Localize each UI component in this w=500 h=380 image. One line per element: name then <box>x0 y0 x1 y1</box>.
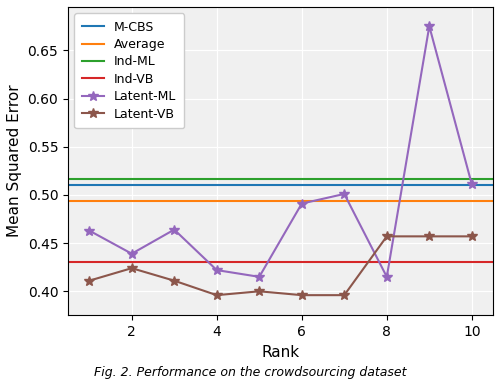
Y-axis label: Mean Squared Error: Mean Squared Error <box>7 85 22 238</box>
Ind-ML <box>86 176 92 181</box>
Latent-ML <box>299 201 305 206</box>
Latent-ML <box>86 228 92 233</box>
Legend: M-CBS, Average, Ind-ML, Ind-VB, Latent-ML, Latent-VB: M-CBS, Average, Ind-ML, Ind-VB, Latent-M… <box>74 13 184 128</box>
Latent-VB <box>426 234 432 239</box>
Latent-ML <box>469 182 475 187</box>
Latent-ML <box>128 252 134 256</box>
Latent-VB <box>469 234 475 239</box>
Latent-VB <box>342 293 347 298</box>
Ind-VB <box>44 260 50 264</box>
Latent-VB <box>256 289 262 294</box>
Latent-VB <box>384 234 390 239</box>
Latent-VB <box>214 293 220 298</box>
Ind-ML <box>44 176 50 181</box>
Latent-ML <box>256 275 262 279</box>
Text: Fig. 2. Performance on the crowdsourcing dataset: Fig. 2. Performance on the crowdsourcing… <box>94 366 406 379</box>
Latent-VB <box>128 266 134 271</box>
Latent-ML <box>214 268 220 272</box>
Latent-ML <box>342 192 347 196</box>
Latent-VB <box>299 293 305 298</box>
M-CBS <box>44 183 50 188</box>
Latent-VB <box>86 279 92 283</box>
Line: Latent-VB: Latent-VB <box>84 231 476 300</box>
Average <box>44 198 50 203</box>
M-CBS <box>86 183 92 188</box>
Ind-VB <box>86 260 92 264</box>
Line: Latent-ML: Latent-ML <box>84 21 476 282</box>
Latent-ML <box>426 24 432 28</box>
Latent-ML <box>171 227 177 232</box>
Average <box>86 198 92 203</box>
Latent-VB <box>171 279 177 283</box>
X-axis label: Rank: Rank <box>262 345 300 360</box>
Latent-ML <box>384 275 390 279</box>
